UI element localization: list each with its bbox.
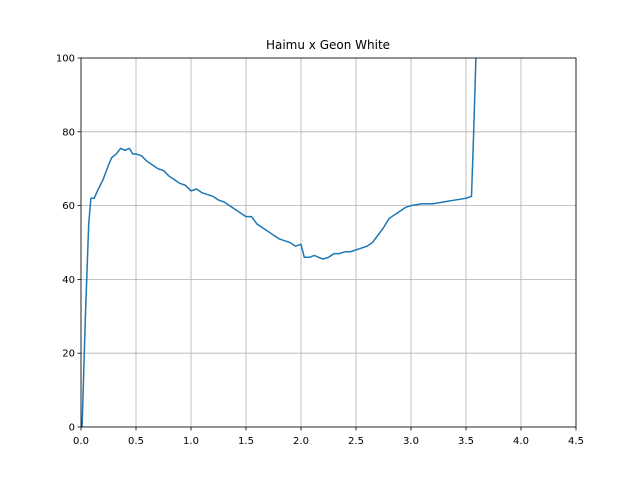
x-tick-label: 0.0	[73, 436, 89, 447]
x-tick-label: 3.5	[458, 436, 474, 447]
y-tick-label: 80	[62, 127, 75, 138]
data-line	[81, 58, 477, 427]
y-tick-label: 60	[62, 201, 75, 212]
y-tick-label: 100	[56, 54, 75, 65]
x-tick-label: 0.5	[128, 436, 144, 447]
x-tick-label: 4.0	[513, 436, 529, 447]
x-tick-label: 3.0	[403, 436, 419, 447]
plot-frame	[80, 57, 577, 428]
x-tick-label: 4.5	[568, 436, 584, 447]
x-tick-label: 1.5	[238, 436, 254, 447]
y-tick-label: 0	[69, 423, 75, 434]
y-tick-label: 40	[62, 275, 75, 286]
x-tick-label: 2.0	[293, 436, 309, 447]
x-tick-label: 2.5	[348, 436, 364, 447]
y-tick-label: 20	[62, 349, 75, 360]
x-tick-label: 1.0	[183, 436, 199, 447]
chart-title: Haimu x Geon White	[266, 38, 390, 52]
